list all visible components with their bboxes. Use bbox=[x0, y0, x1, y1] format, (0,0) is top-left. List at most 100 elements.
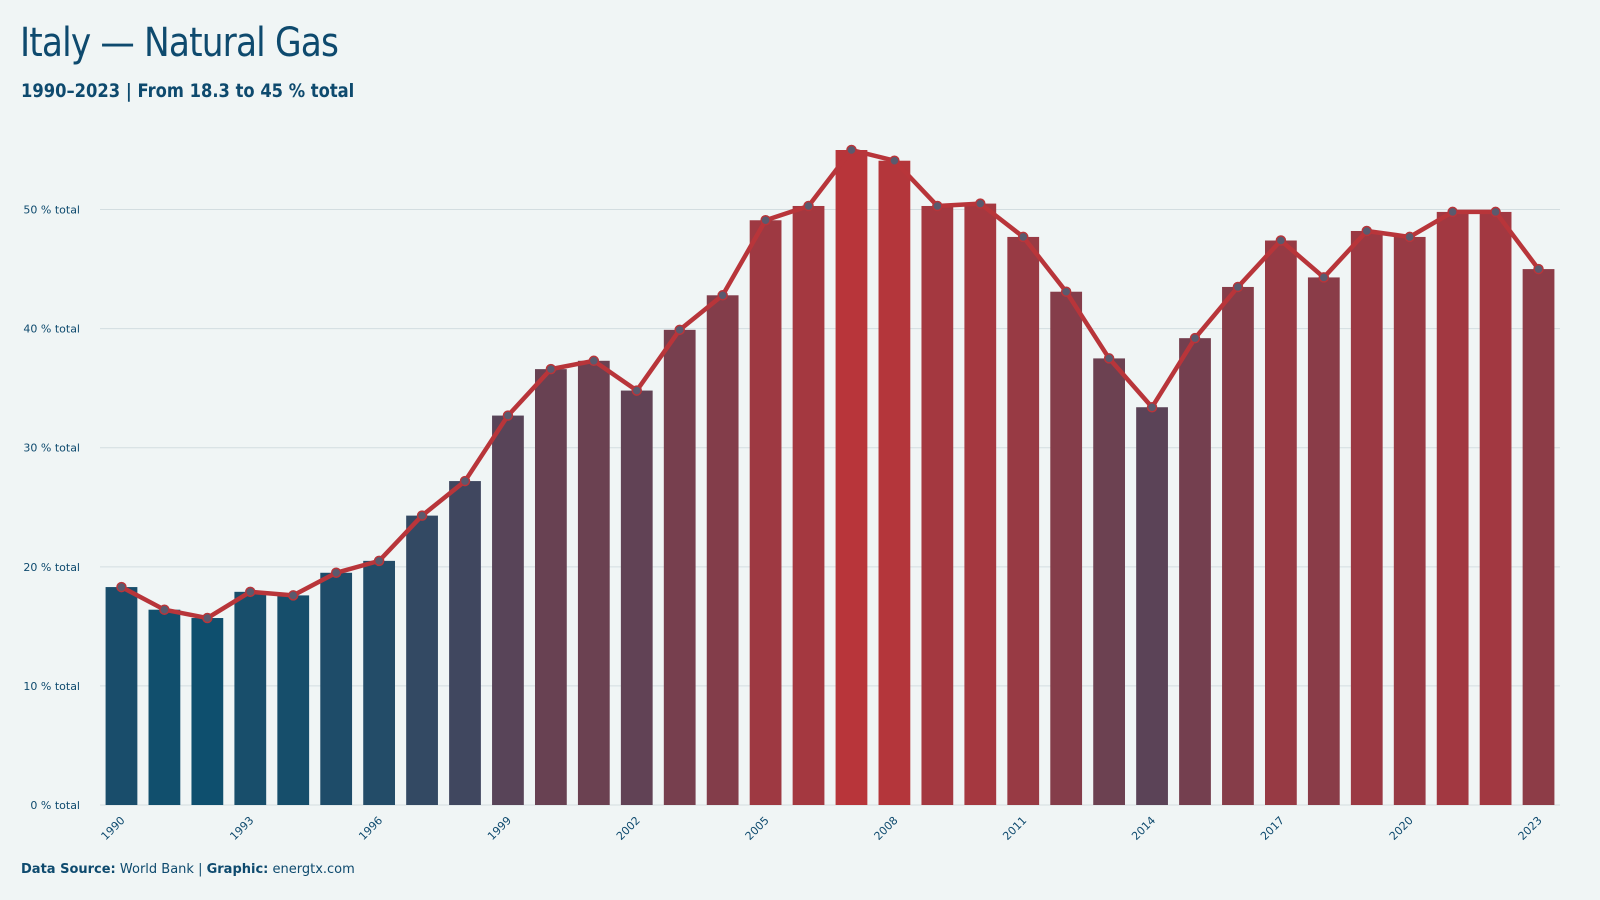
y-tick-label: 40 % total bbox=[23, 323, 80, 336]
source-label: Data Source: bbox=[21, 862, 116, 877]
marker-2015 bbox=[1189, 332, 1201, 344]
y-tick-label: 50 % total bbox=[23, 204, 80, 217]
chart-subtitle: 1990–2023 | From 18.3 to 45 % total bbox=[21, 80, 355, 102]
bar-2018 bbox=[1307, 277, 1340, 806]
marker-2023 bbox=[1533, 263, 1544, 275]
marker-1995 bbox=[330, 567, 342, 579]
bar-1992 bbox=[191, 618, 224, 805]
y-tick-label: 20 % total bbox=[23, 561, 80, 574]
marker-2001 bbox=[588, 355, 600, 367]
marker-1998 bbox=[459, 475, 471, 487]
x-tick-label: 1996 bbox=[356, 814, 385, 843]
x-tick-label: 2002 bbox=[614, 814, 643, 843]
bar-1996 bbox=[363, 560, 396, 805]
bar-2000 bbox=[534, 369, 567, 805]
marker-2000 bbox=[545, 363, 557, 375]
x-tick-label: 1993 bbox=[227, 814, 256, 843]
bar-2008 bbox=[878, 160, 911, 805]
marker-2020 bbox=[1404, 231, 1415, 243]
y-tick-label: 0 % total bbox=[30, 799, 80, 812]
marker-1996 bbox=[373, 555, 385, 567]
x-tick-label: 2017 bbox=[1258, 814, 1287, 843]
marker-1994 bbox=[287, 590, 299, 601]
bar-2023 bbox=[1522, 269, 1555, 805]
marker-2017 bbox=[1275, 235, 1287, 246]
bar-2014 bbox=[1136, 407, 1168, 805]
x-axis-ticks: 1990 1993 1996 1999 2002 2005 2008 2011 2014 2017… bbox=[99, 814, 1545, 843]
marker-2016 bbox=[1232, 281, 1244, 293]
marker-1999 bbox=[502, 410, 514, 421]
trend-line bbox=[119, 147, 1541, 621]
bar-2007 bbox=[835, 150, 868, 805]
marker-2009 bbox=[932, 200, 943, 212]
bar-2022 bbox=[1479, 211, 1512, 806]
marker-2003 bbox=[674, 324, 685, 336]
bar-2015 bbox=[1179, 338, 1211, 805]
x-tick-label: 2020 bbox=[1387, 814, 1416, 843]
trend-line-path bbox=[119, 147, 1541, 621]
marker-2014 bbox=[1146, 401, 1158, 413]
x-tick-label: 2005 bbox=[743, 814, 772, 843]
marker-1992 bbox=[202, 612, 213, 624]
marker-2010 bbox=[975, 198, 986, 209]
x-tick-label: 2023 bbox=[1516, 814, 1545, 843]
graphic-value: energtx.com bbox=[268, 862, 355, 877]
marker-2011 bbox=[1017, 231, 1029, 243]
bar-2010 bbox=[964, 203, 997, 805]
marker-2007 bbox=[846, 144, 857, 156]
source-value: World Bank | bbox=[115, 862, 207, 877]
x-tick-label: 2011 bbox=[1000, 814, 1029, 843]
marker-1990 bbox=[116, 581, 127, 593]
bar-2020 bbox=[1393, 236, 1426, 805]
bar-2003 bbox=[663, 329, 696, 805]
bar-2021 bbox=[1436, 211, 1469, 806]
x-tick-label: 2008 bbox=[872, 814, 901, 843]
bar-1995 bbox=[320, 572, 353, 805]
y-tick-label: 30 % total bbox=[23, 442, 80, 455]
bar-1991 bbox=[148, 609, 181, 805]
marker-2013 bbox=[1103, 353, 1115, 364]
chart-title: Italy — Natural Gas bbox=[20, 20, 339, 66]
marker-1993 bbox=[245, 586, 256, 598]
bar-1999 bbox=[492, 415, 524, 805]
y-axis-ticks: 0 % total 10 % total 20 % total 30 % total 4… bbox=[23, 204, 80, 812]
marker-1997 bbox=[416, 510, 428, 521]
bar-1998 bbox=[449, 481, 481, 805]
marker-2002 bbox=[631, 385, 643, 396]
bar-1997 bbox=[406, 515, 438, 805]
bar-2011 bbox=[1007, 236, 1040, 805]
bar-1994 bbox=[277, 595, 310, 805]
bars bbox=[105, 150, 1555, 806]
marker-2012 bbox=[1060, 286, 1072, 297]
marker-1991 bbox=[159, 604, 170, 615]
marker-2021 bbox=[1447, 206, 1458, 218]
marker-2006 bbox=[803, 200, 814, 212]
bar-2013 bbox=[1093, 358, 1126, 805]
markers bbox=[116, 144, 1544, 624]
marker-2019 bbox=[1361, 225, 1373, 237]
footer-credits: Data Source: World Bank | Graphic: energ… bbox=[21, 862, 355, 877]
bar-2009 bbox=[921, 205, 954, 806]
marker-2005 bbox=[760, 215, 771, 226]
marker-2018 bbox=[1318, 272, 1330, 283]
bar-1993 bbox=[234, 591, 267, 805]
bar-2016 bbox=[1222, 286, 1254, 805]
gridlines bbox=[100, 209, 1560, 806]
x-tick-label: 2014 bbox=[1129, 814, 1158, 843]
bar-2019 bbox=[1350, 230, 1383, 805]
marker-2004 bbox=[717, 290, 728, 301]
x-tick-label: 1990 bbox=[99, 814, 128, 843]
marker-2022 bbox=[1490, 206, 1501, 218]
marker-2008 bbox=[889, 155, 900, 166]
bar-2002 bbox=[620, 390, 653, 805]
y-tick-label: 10 % total bbox=[23, 680, 80, 693]
bar-2004 bbox=[706, 295, 739, 805]
bar-2005 bbox=[749, 220, 782, 805]
bar-2006 bbox=[792, 205, 825, 806]
bar-1990 bbox=[105, 587, 138, 805]
x-tick-label: 1999 bbox=[485, 814, 514, 843]
bar-2017 bbox=[1264, 240, 1297, 805]
graphic-label: Graphic: bbox=[206, 862, 269, 877]
